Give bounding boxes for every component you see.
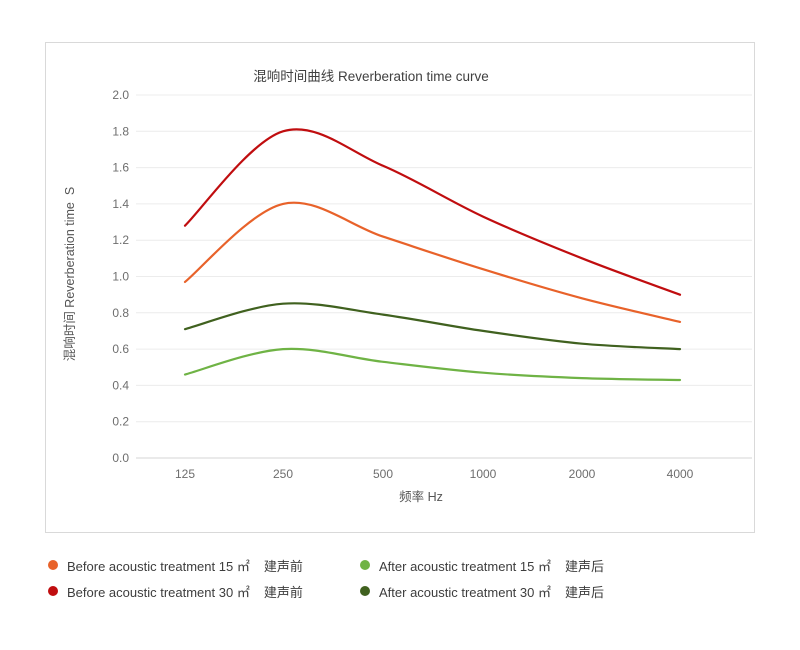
chart-title: 混响时间曲线 Reverberation time curve: [253, 69, 489, 84]
x-axis-title: 频率 Hz: [399, 490, 443, 504]
legend-label-zh: 建声前: [263, 584, 303, 600]
legend-label-zh: 建声后: [564, 558, 604, 574]
legend-swatch-icon: [48, 560, 58, 570]
y-tick-label: 1.6: [112, 161, 129, 175]
legend-label-zh: 建声后: [564, 584, 604, 600]
series-line: [183, 201, 682, 323]
x-tick-label: 500: [373, 467, 393, 481]
legend-swatch-icon: [360, 560, 370, 570]
x-tick-label: 125: [175, 467, 195, 481]
legend-label-en: Before acoustic treatment 30 ㎡: [67, 584, 250, 600]
y-tick-label: 1.8: [112, 124, 129, 138]
y-tick-label: 1.2: [112, 233, 129, 247]
y-tick-label: 1.0: [112, 270, 129, 284]
x-tick-label: 2000: [569, 467, 596, 481]
legend-label-en: After acoustic treatment 15 ㎡: [379, 558, 551, 574]
y-tick-label: 0.4: [112, 378, 129, 392]
legend-swatch-icon: [360, 586, 370, 596]
legend-label-zh: 建声前: [263, 558, 303, 574]
y-tick-label: 0.0: [112, 451, 129, 465]
x-tick-label: 4000: [667, 467, 694, 481]
series-line: [183, 302, 682, 351]
legend-label-en: Before acoustic treatment 15 ㎡: [67, 558, 250, 574]
y-tick-label: 0.8: [112, 306, 129, 320]
x-tick-label: 250: [273, 467, 293, 481]
y-tick-label: 2.0: [112, 88, 129, 102]
legend-swatch-icon: [48, 586, 58, 596]
chart-panel: 混响时间曲线 Reverberation time curve 混响时间 Rev…: [45, 42, 755, 533]
y-axis-title: 混响时间 Reverberation time S: [63, 186, 77, 362]
series-line: [183, 128, 682, 296]
x-tick-label: 1000: [470, 467, 497, 481]
y-tick-label: 1.4: [112, 197, 129, 211]
y-tick-label: 0.2: [112, 415, 129, 429]
plot-area: 2.0 1.8 1.6 1.4 1.2 1.0 0.8 0.6 0.4 0.2 0.0 125 250 5…: [112, 88, 752, 481]
legend-label-en: After acoustic treatment 30 ㎡: [379, 584, 551, 600]
series-line: [183, 347, 682, 382]
y-tick-label: 0.6: [112, 342, 129, 356]
